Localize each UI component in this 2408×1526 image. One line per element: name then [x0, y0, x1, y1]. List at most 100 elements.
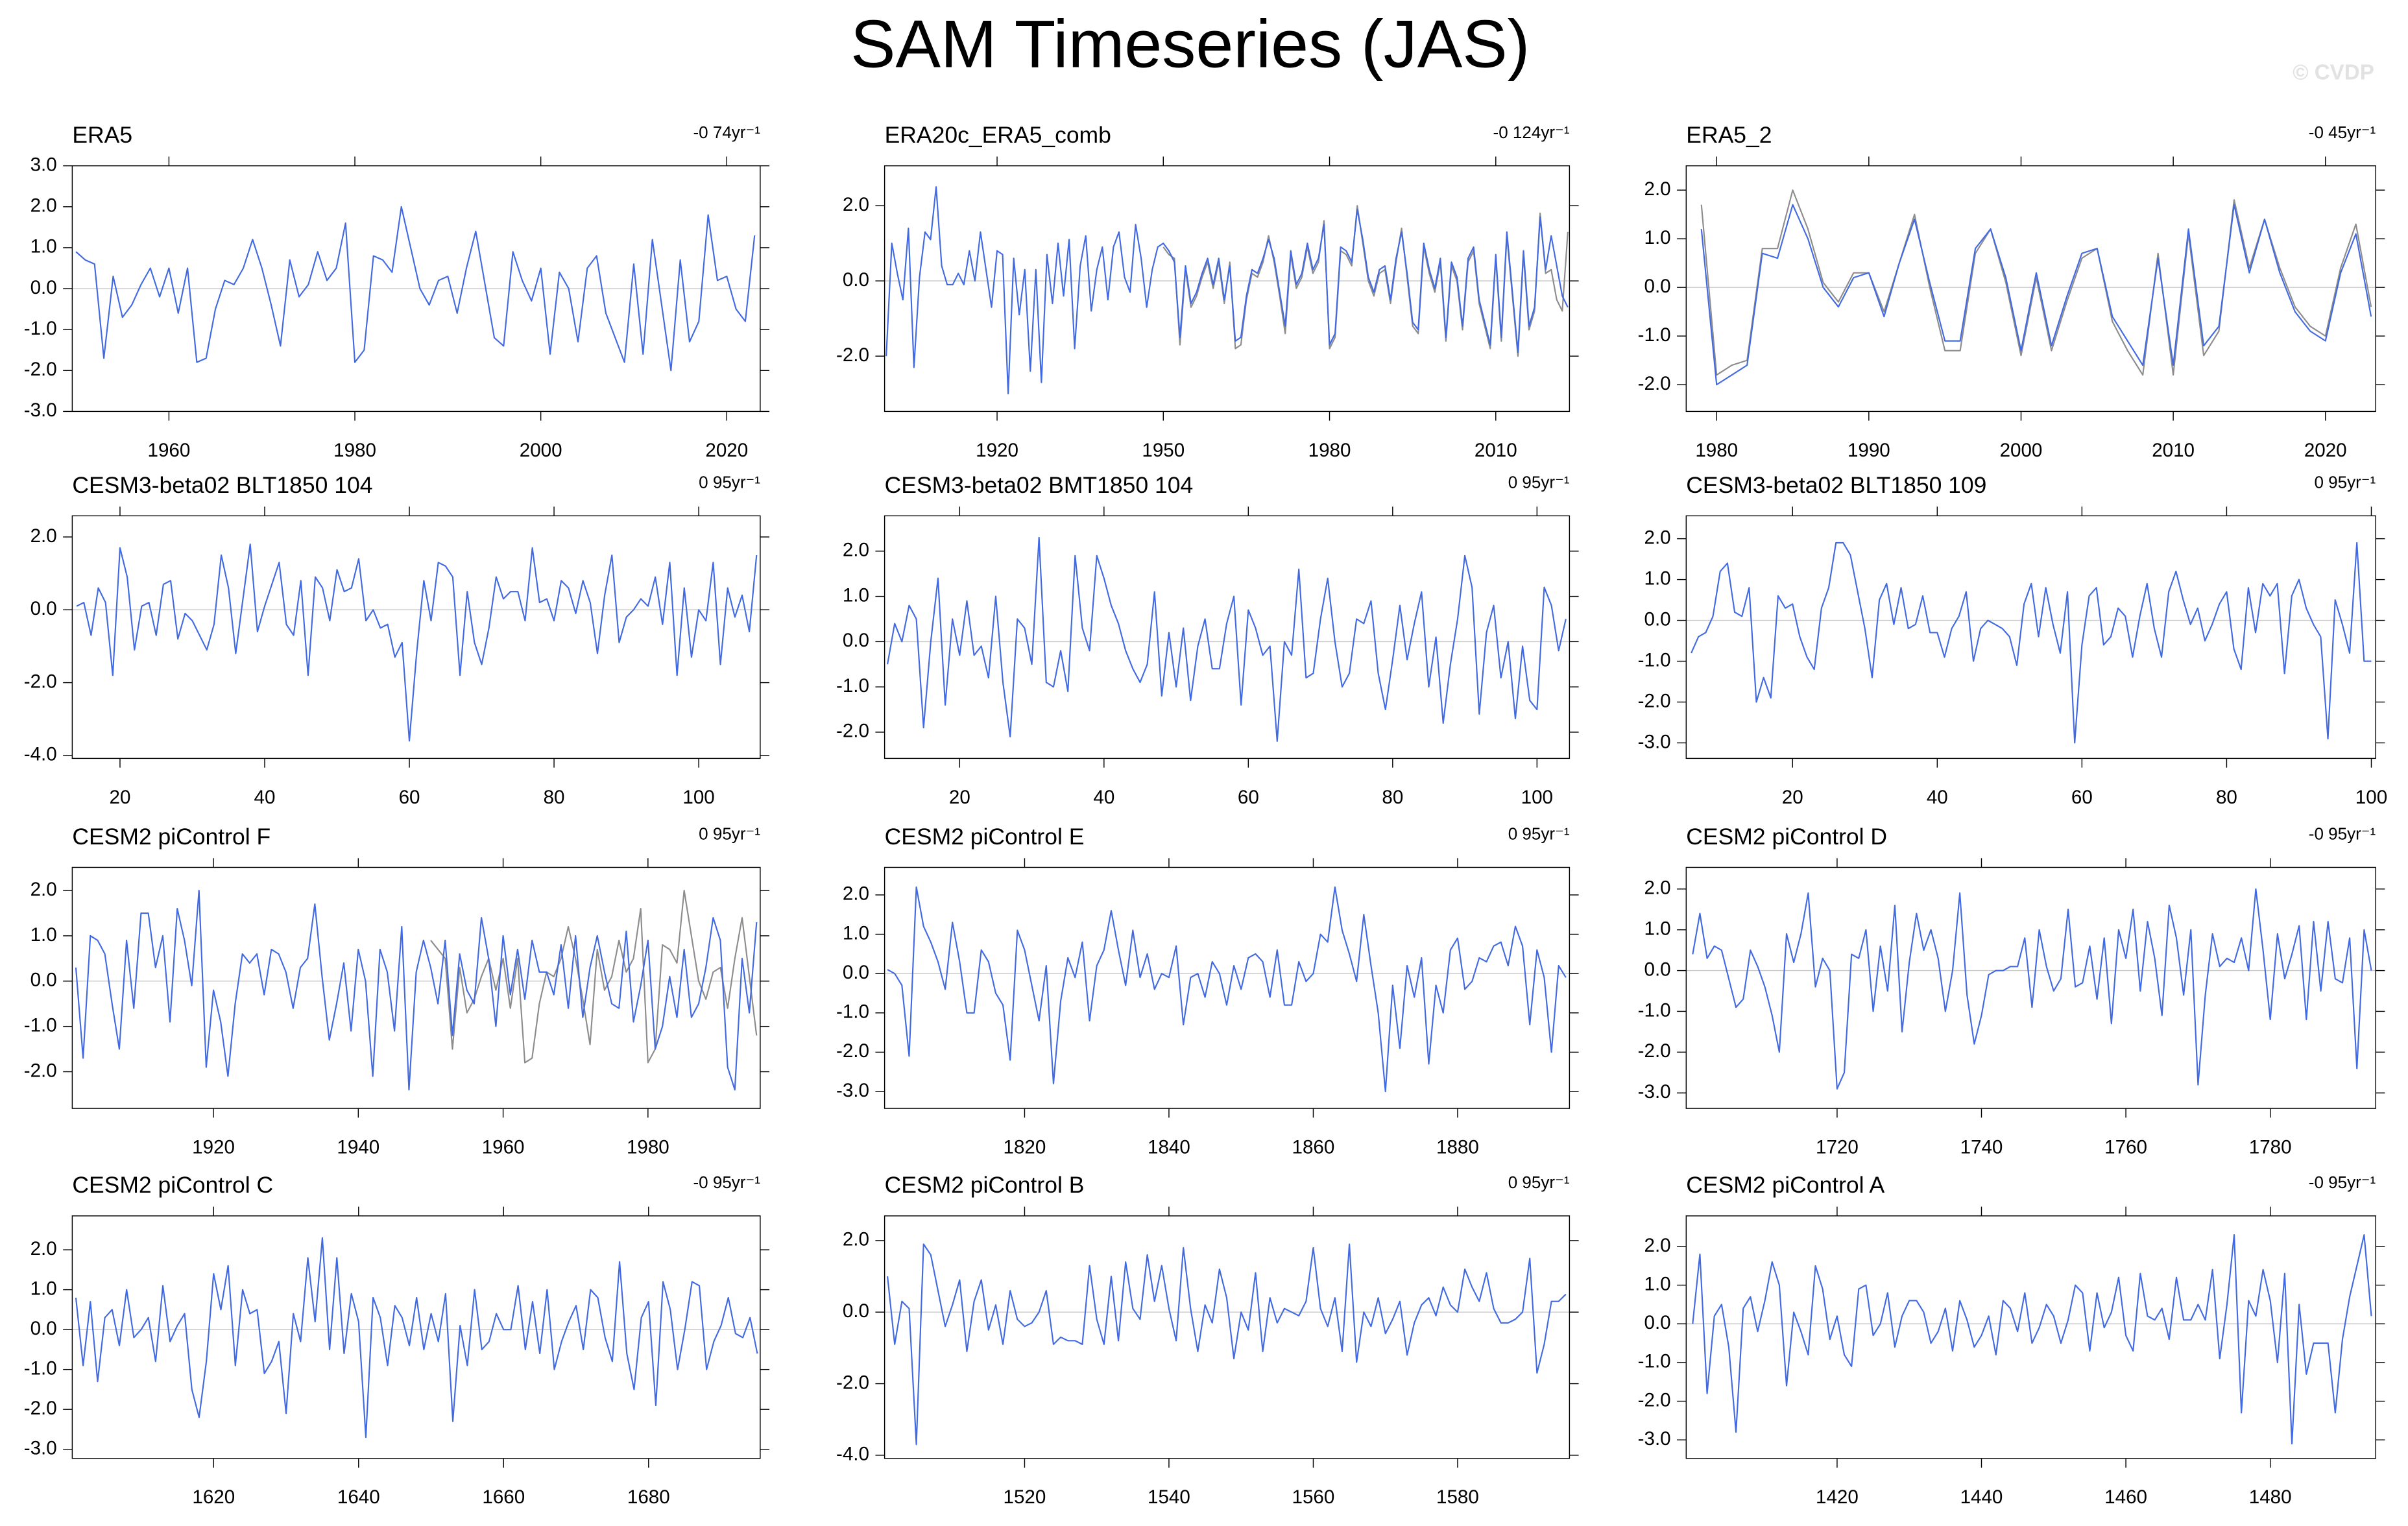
- y-tick-label: 2.0: [30, 879, 57, 900]
- x-tick-label: 2020: [705, 440, 748, 461]
- plot-frame: [1685, 515, 2376, 759]
- panel-title: CESM2 piControl D: [1686, 824, 1887, 850]
- x-tick-label: 100: [2355, 787, 2387, 808]
- panel-title: CESM3-beta02 BLT1850 109: [1686, 472, 1986, 498]
- y-tick-label: -2.0: [1638, 690, 1671, 711]
- x-tick-label: 1780: [2249, 1136, 2292, 1158]
- y-tick-label: -4.0: [24, 744, 57, 765]
- plot-frame: [884, 515, 1571, 759]
- x-tick-label: 80: [544, 787, 565, 808]
- plot-frame: [1685, 866, 2376, 1109]
- y-tick-label: -1.0: [836, 675, 869, 697]
- x-tick-label: 1960: [148, 440, 191, 461]
- plot-frame: [71, 165, 761, 412]
- trend-label: 0 95yr⁻¹: [1508, 824, 1570, 844]
- y-tick-label: 1.0: [1644, 227, 1671, 248]
- x-tick-label: 1540: [1148, 1486, 1190, 1508]
- series-line: [887, 886, 1567, 1093]
- y-tick-label: 0.0: [1644, 1312, 1671, 1333]
- y-tick-label: 1.0: [30, 236, 57, 257]
- panel-title: ERA5_2: [1686, 122, 1772, 148]
- y-tick-label: 2.0: [1644, 1235, 1671, 1256]
- y-tick-label: 0.0: [30, 598, 57, 619]
- x-tick-label: 80: [1382, 787, 1403, 808]
- x-tick-label: 100: [1521, 787, 1553, 808]
- y-tick-label: 1.0: [1644, 567, 1671, 589]
- x-tick-label: 1660: [482, 1486, 525, 1508]
- trend-label: 0 95yr⁻¹: [699, 473, 760, 492]
- y-tick-label: -2.0: [836, 344, 869, 366]
- y-tick-label: 0.0: [843, 630, 869, 651]
- y-tick-label: -2.0: [1638, 1040, 1671, 1062]
- y-tick-label: 0.0: [843, 269, 869, 291]
- plot-frame: [884, 1215, 1571, 1459]
- x-tick-label: 1820: [1004, 1136, 1046, 1158]
- y-tick-label: -1.0: [836, 1001, 869, 1023]
- y-tick-label: 2.0: [843, 883, 869, 905]
- y-tick-label: 1.0: [843, 922, 869, 944]
- y-tick-label: -1.0: [24, 1014, 57, 1036]
- y-tick-label: -1.0: [24, 318, 57, 339]
- x-tick-label: 20: [949, 787, 970, 808]
- y-tick-label: -3.0: [836, 1080, 869, 1101]
- y-tick-label: -3.0: [1638, 1428, 1671, 1449]
- x-tick-label: 60: [1238, 787, 1259, 808]
- y-tick-label: -3.0: [1638, 1081, 1671, 1103]
- y-tick-label: 1.0: [843, 584, 869, 606]
- x-tick-label: 2000: [520, 440, 562, 461]
- x-tick-label: 1980: [333, 440, 376, 461]
- series-line: [1700, 204, 2372, 386]
- y-tick-label: -2.0: [836, 1040, 869, 1062]
- y-tick-label: -2.0: [24, 1060, 57, 1081]
- y-tick-label: 2.0: [1644, 527, 1671, 548]
- y-tick-label: -2.0: [836, 721, 869, 742]
- x-tick-label: 1980: [1308, 440, 1351, 461]
- panel-title: CESM3-beta02 BLT1850 104: [72, 472, 372, 498]
- x-tick-label: 1950: [1142, 440, 1185, 461]
- y-tick-label: 2.0: [1644, 877, 1671, 899]
- y-tick-label: 1.0: [1644, 1273, 1671, 1294]
- y-tick-label: 0.0: [30, 970, 57, 991]
- x-tick-label: 1420: [1816, 1486, 1859, 1508]
- panel-title: ERA20c_ERA5_comb: [885, 122, 1111, 148]
- y-tick-label: -1.0: [1638, 1351, 1671, 1372]
- plot-frame: [1685, 165, 2376, 412]
- x-tick-label: 1990: [1848, 440, 1890, 461]
- x-tick-label: 1580: [1436, 1486, 1479, 1508]
- series-line: [887, 1243, 1567, 1446]
- x-tick-label: 1940: [337, 1136, 379, 1158]
- series-line: [885, 186, 1569, 395]
- plot-frame: [71, 866, 761, 1109]
- y-tick-label: -2.0: [24, 671, 57, 692]
- trend-label: 0 95yr⁻¹: [2314, 473, 2376, 492]
- series-line: [430, 890, 758, 1064]
- series-line: [1692, 1234, 2372, 1445]
- y-tick-label: 0.0: [30, 1318, 57, 1339]
- x-tick-label: 1520: [1004, 1486, 1046, 1508]
- series-line: [75, 890, 758, 1091]
- x-tick-label: 40: [254, 787, 276, 808]
- x-tick-label: 1840: [1148, 1136, 1190, 1158]
- watermark: © CVDP: [2293, 60, 2374, 84]
- panel-title: ERA5: [72, 122, 132, 148]
- plot-frame: [884, 165, 1571, 412]
- x-tick-label: 1740: [1960, 1136, 2003, 1158]
- y-tick-label: 0.0: [1644, 276, 1671, 297]
- y-tick-label: -2.0: [1638, 1389, 1671, 1411]
- x-tick-label: 60: [399, 787, 420, 808]
- y-tick-label: 0.0: [843, 1300, 869, 1322]
- series-line: [1692, 888, 2372, 1090]
- x-tick-label: 40: [1093, 787, 1114, 808]
- plot-frame: [71, 1215, 761, 1459]
- panel-title: CESM2 piControl F: [72, 824, 271, 850]
- x-tick-label: 2020: [2304, 440, 2347, 461]
- y-tick-label: 0.0: [30, 277, 57, 298]
- series-line: [75, 206, 756, 372]
- y-tick-label: 2.0: [30, 1238, 57, 1259]
- series-line: [887, 536, 1567, 742]
- y-tick-label: 2.0: [843, 540, 869, 561]
- x-tick-label: 1760: [2104, 1136, 2147, 1158]
- x-tick-label: 2010: [1475, 440, 1517, 461]
